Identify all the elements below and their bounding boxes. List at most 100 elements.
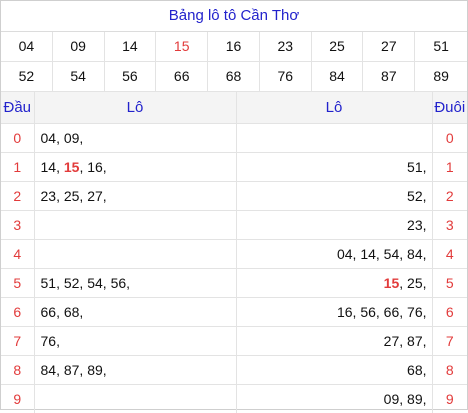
dau-digit: 4 (1, 240, 34, 269)
lo-number: 25, (407, 275, 426, 291)
header-dau: Đầu (1, 92, 34, 124)
lo-number: 76, (41, 333, 60, 349)
number-cell: 51 (415, 32, 467, 62)
lo-number: 04, (337, 246, 360, 262)
lo-number: 89, (407, 391, 426, 407)
lo-number: 52, (407, 188, 426, 204)
lo-number: , (399, 275, 407, 291)
lo-number: 66, (384, 304, 407, 320)
lo-number: 52, (64, 275, 87, 291)
lo-number: 84, (41, 362, 64, 378)
lo-number: 14, (41, 159, 64, 175)
lo-right-cell: 04, 14, 54, 84, (236, 240, 432, 269)
lo-right-cell: 68, (236, 356, 432, 385)
lo-number: 27, (87, 188, 106, 204)
highlight-number: 15 (384, 275, 400, 291)
lo-right-cell (236, 124, 432, 153)
number-cell: 89 (415, 62, 467, 92)
header-lo-left: Lô (34, 92, 236, 124)
dau-digit: 5 (1, 269, 34, 298)
lo-number: 89, (87, 362, 106, 378)
lo-number: 87, (64, 362, 87, 378)
lo-right-cell: 16, 56, 66, 76, (236, 298, 432, 327)
number-cell: 76 (260, 62, 312, 92)
highlight-number: 15 (64, 159, 80, 175)
dau-digit: 0 (1, 124, 34, 153)
lo-right-cell: 27, 87, (236, 327, 432, 356)
lo-left-cell: 23, 25, 27, (34, 182, 236, 211)
lo-right-cell: 15, 25, (236, 269, 432, 298)
lo-right-cell: 09, 89, (236, 385, 432, 413)
lo-number: 56, (360, 304, 383, 320)
duoi-digit: 9 (432, 385, 467, 413)
number-cell: 87 (363, 62, 415, 92)
dau-digit: 6 (1, 298, 34, 327)
duoi-digit: 4 (432, 240, 467, 269)
lo-left-cell (34, 240, 236, 269)
lo-number: 68, (407, 362, 426, 378)
duoi-digit: 0 (432, 124, 467, 153)
lo-number: 84, (407, 246, 426, 262)
lo-number: 25, (64, 188, 87, 204)
lo-number: 16, (87, 159, 106, 175)
table-row: 0 04, 09, 0 (1, 124, 467, 153)
lo-left-cell: 76, (34, 327, 236, 356)
number-cell: 25 (312, 32, 364, 62)
lo-right-cell: 51, (236, 153, 432, 182)
number-cell: 16 (208, 32, 260, 62)
lo-number: 23, (407, 217, 426, 233)
lo-number: 27, (384, 333, 407, 349)
lo-number: 68, (64, 304, 83, 320)
lo-number: 51, (407, 159, 426, 175)
lo-number: 16, (337, 304, 360, 320)
lo-number: 54, (87, 275, 110, 291)
dau-digit: 3 (1, 211, 34, 240)
lo-left-cell: 51, 52, 54, 56, (34, 269, 236, 298)
dau-digit: 8 (1, 356, 34, 385)
table-title: Bảng lô tô Cần Thơ (1, 1, 467, 32)
header-duoi: Đuôi (432, 92, 467, 124)
lo-left-cell (34, 385, 236, 413)
lo-left-cell: 66, 68, (34, 298, 236, 327)
lo-left-cell: 14, 15, 16, (34, 153, 236, 182)
dau-digit: 7 (1, 327, 34, 356)
lo-left-cell (34, 211, 236, 240)
duoi-digit: 2 (432, 182, 467, 211)
lo-number: 66, (41, 304, 64, 320)
lo-number: 09, (64, 130, 83, 146)
dau-digit: 1 (1, 153, 34, 182)
lo-number: 56, (111, 275, 130, 291)
duoi-digit: 3 (432, 211, 467, 240)
dau-digit: 2 (1, 182, 34, 211)
duoi-digit: 1 (432, 153, 467, 182)
lo-number: 04, (41, 130, 64, 146)
number-cell: 04 (1, 32, 53, 62)
number-cell: 15 (156, 32, 208, 62)
lo-right-cell: 23, (236, 211, 432, 240)
table-header-row: Đầu Lô Lô Đuôi (1, 92, 467, 124)
number-cell: 56 (105, 62, 157, 92)
table-row: 3 23, 3 (1, 211, 467, 240)
lo-number: 14, (360, 246, 383, 262)
lo-right-cell: 52, (236, 182, 432, 211)
lo-number: 51, (41, 275, 64, 291)
header-lo-right: Lô (236, 92, 432, 124)
lo-number: 54, (384, 246, 407, 262)
table-row: 8 84, 87, 89, 68, 8 (1, 356, 467, 385)
number-cell: 68 (208, 62, 260, 92)
number-cell: 23 (260, 32, 312, 62)
duoi-digit: 8 (432, 356, 467, 385)
number-cell: 09 (53, 32, 105, 62)
lo-number: 23, (41, 188, 64, 204)
number-cell: 84 (312, 62, 364, 92)
number-cell: 54 (53, 62, 105, 92)
